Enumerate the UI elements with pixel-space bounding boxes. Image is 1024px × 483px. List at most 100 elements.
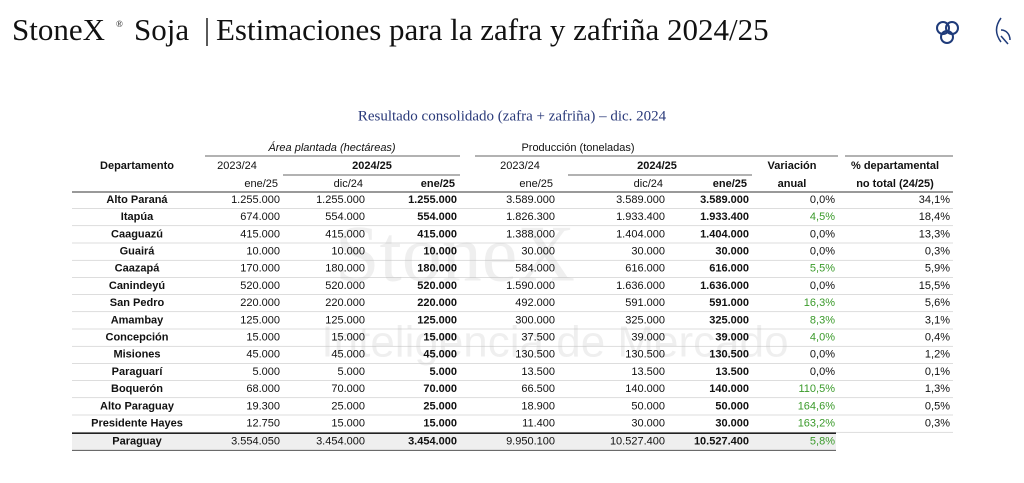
cell: 15.000 (423, 332, 457, 344)
cell: 180.000 (325, 263, 365, 275)
cell: 37.500 (521, 332, 555, 344)
cell: 5.000 (337, 366, 365, 378)
cell: 0,0% (810, 246, 835, 258)
cell: 1.255.000 (316, 194, 365, 206)
cell: 110,5% (799, 383, 836, 395)
cell: 25.000 (423, 400, 457, 412)
cell: 1.826.300 (506, 211, 555, 223)
cell: 616.000 (709, 263, 749, 275)
row-label: Canindeyú (109, 280, 165, 292)
month-header: ene/25 (519, 178, 553, 190)
row-label: Itapúa (121, 211, 154, 223)
cell: 3.589.000 (506, 194, 555, 206)
cell: 5.000 (252, 366, 280, 378)
cell: 180.000 (417, 263, 457, 275)
cell: 30.000 (631, 418, 665, 430)
cell: 220.000 (417, 297, 457, 309)
pct-header: % departamental (851, 160, 939, 172)
cell: 520.000 (417, 280, 457, 292)
row-label: Caaguazú (111, 228, 163, 240)
group-header: Área plantada (hectáreas) (267, 141, 396, 154)
cell: 18,4% (919, 211, 950, 223)
cell: 591.000 (625, 297, 665, 309)
cell: 140.000 (709, 383, 749, 395)
table: Área plantada (hectáreas) Producción (ton… (72, 141, 953, 451)
group-header: Producción (toneladas) (521, 142, 634, 154)
cell: 30.000 (631, 246, 665, 258)
cell: 10.000 (331, 246, 365, 258)
cell: 50.000 (631, 400, 665, 412)
month-header: ene/25 (244, 178, 278, 190)
cell: 554.000 (325, 211, 365, 223)
month-header: ene/25 (421, 178, 455, 190)
year-header: 2024/25 (352, 160, 392, 172)
pct-header: no total (24/25) (856, 178, 934, 190)
cell: 39.000 (631, 332, 665, 344)
cell: 25.000 (331, 400, 365, 412)
cell: 520.000 (325, 280, 365, 292)
cell: 325.000 (709, 314, 749, 326)
var-header: anual (778, 178, 807, 190)
cell: 164,6% (798, 400, 836, 412)
row-label: Alto Paraguay (100, 400, 175, 412)
row-label: Amambay (111, 314, 164, 326)
total-bg (72, 433, 836, 451)
brand-mark: ® (116, 19, 123, 29)
cell: 13.500 (715, 366, 749, 378)
cell: 1.404.000 (616, 228, 665, 240)
cell: 4,0% (810, 332, 835, 344)
cell: 125.000 (417, 314, 457, 326)
cell: 16,3% (804, 297, 835, 309)
cell: 8,3% (810, 314, 835, 326)
cell: 0,0% (810, 194, 835, 206)
brand: StoneX (12, 12, 105, 47)
cell: 11.400 (522, 418, 555, 430)
cell: 3,1% (925, 314, 950, 326)
cell: 45.000 (423, 349, 457, 361)
month-header: ene/25 (713, 178, 747, 190)
cell: 591.000 (709, 297, 749, 309)
cell: 4,5% (810, 211, 835, 223)
cell: 1.590.000 (506, 280, 555, 292)
cell: 66.500 (521, 383, 555, 395)
cell: 30.000 (521, 246, 555, 258)
cell: 15.000 (331, 418, 365, 430)
row-label: Boquerón (111, 383, 163, 395)
cell: 674.000 (240, 211, 280, 223)
cell: 1.933.400 (616, 211, 665, 223)
row-label: Alto Paraná (106, 194, 168, 206)
month-header: dic/24 (634, 178, 663, 190)
cell: 125.000 (240, 314, 280, 326)
total-label: Paraguay (112, 436, 162, 448)
cell: 1.404.000 (700, 228, 749, 240)
cell: 3.589.000 (700, 194, 749, 206)
cell: 5.000 (429, 366, 457, 378)
cell: 0,3% (925, 418, 950, 430)
cell: 70.000 (331, 383, 365, 395)
cell: 130.500 (515, 349, 555, 361)
cell: 12.750 (246, 418, 280, 430)
cell: 15,5% (919, 280, 950, 292)
row-label: Concepción (106, 332, 169, 344)
cell: 10.000 (246, 246, 280, 258)
row-label: Guairá (120, 246, 156, 258)
total-cell: 3.454.000 (408, 436, 457, 448)
cell: 130.500 (709, 349, 749, 361)
cell: 1,2% (925, 349, 950, 361)
cell: 492.000 (515, 297, 555, 309)
cell: 68.000 (246, 383, 280, 395)
cell: 5,5% (810, 263, 835, 275)
cell: 220.000 (325, 297, 365, 309)
year-header: 2024/25 (637, 160, 677, 172)
total-cell: 10.527.400 (694, 436, 749, 448)
cell: 0,3% (925, 246, 950, 258)
cell: 19.300 (246, 400, 280, 412)
cell: 13.500 (521, 366, 555, 378)
watermark-tagline: Inteligencia de Mercado (321, 318, 788, 367)
cell: 39.000 (715, 332, 749, 344)
cell: 220.000 (240, 297, 280, 309)
cell: 325.000 (625, 314, 665, 326)
cell: 415.000 (325, 228, 365, 240)
cell: 15.000 (246, 332, 280, 344)
cell: 13.500 (631, 366, 665, 378)
